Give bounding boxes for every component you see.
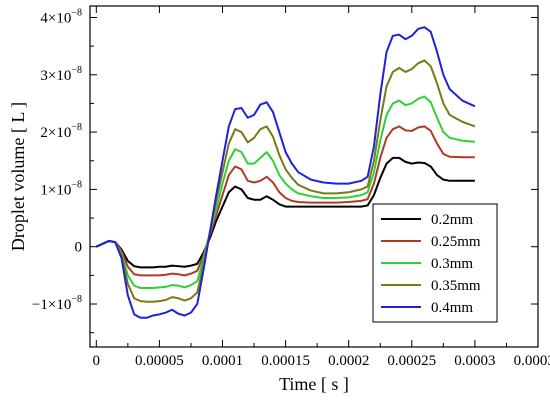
y-tick-label: 3×10−8 (40, 65, 82, 84)
series-line-4 (95, 26, 476, 319)
y-axis: −1×10−8 0 1×10−8 2×10−8 3×10−8 4×10−8 (32, 7, 538, 334)
x-axis: 0 0.00005 0.0001 0.00015 0.0002 0.00025 0.0003… (93, 6, 550, 369)
series-line-0 (95, 156, 475, 269)
y-tick-label: −1×10−8 (32, 294, 82, 313)
legend-label: 0.4mm (431, 300, 473, 316)
x-axis-label: Time [ s ] (279, 374, 349, 394)
y-tick-label: 0 (75, 240, 83, 256)
legend: 0.2mm 0.25mm 0.3mm 0.35mm 0.4mm (372, 203, 498, 323)
series-line-1 (95, 125, 475, 277)
x-tick-label: 0.0002 (328, 353, 369, 369)
plot-frame (89, 5, 539, 348)
y-tick-label: 1×10−8 (40, 179, 82, 198)
x-tick-label: 0.0001 (202, 353, 243, 369)
series-line-2 (95, 95, 475, 289)
series-layer (95, 26, 476, 319)
x-tick-label: 0.0003 (454, 353, 495, 369)
legend-label: 0.3mm (431, 256, 473, 272)
x-tick-label: 0 (93, 353, 101, 369)
series-line-3 (95, 59, 476, 303)
x-tick-label: 0.00035 (514, 353, 550, 369)
legend-label: 0.35mm (431, 278, 481, 294)
legend-label: 0.2mm (431, 212, 473, 228)
y-tick-label: 2×10−8 (40, 122, 82, 141)
legend-label: 0.25mm (431, 234, 481, 250)
x-tick-label: 0.00025 (387, 353, 436, 369)
y-axis-label: Droplet volume [ L ] (8, 102, 28, 251)
y-tick-label: 4×10−8 (40, 7, 82, 26)
x-tick-label: 0.00015 (261, 353, 310, 369)
x-tick-label: 0.00005 (135, 353, 184, 369)
